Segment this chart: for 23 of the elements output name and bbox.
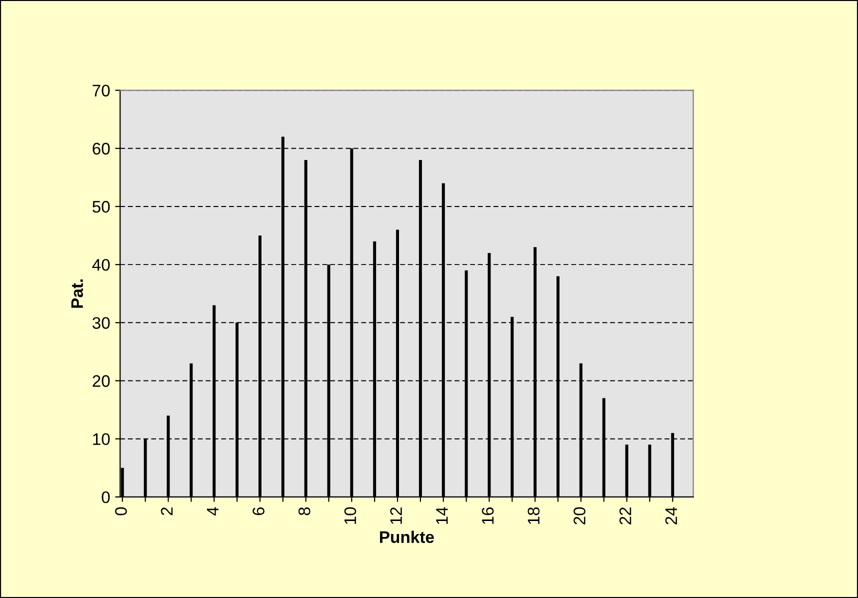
- x-tick-label: 8: [298, 507, 310, 516]
- x-tick-label: 24: [665, 507, 677, 524]
- x-tick-label: 22: [619, 507, 632, 524]
- x-tick-label: 18: [528, 507, 540, 524]
- x-tick-label: 12: [390, 507, 402, 524]
- y-tick-label: 50: [92, 200, 110, 213]
- x-tick-label: 14: [436, 507, 448, 524]
- y-tick-label: 20: [92, 375, 110, 387]
- y-tick-label: 70: [92, 84, 110, 96]
- y-tick-label: 0: [102, 491, 110, 504]
- x-tick-label: 0: [115, 507, 127, 516]
- y-tick-label: 60: [92, 142, 110, 155]
- y-tick-label: 30: [92, 317, 110, 329]
- x-axis-title: Punkte: [380, 530, 434, 543]
- y-tick-label: 10: [93, 433, 110, 446]
- x-tick-label: 10: [344, 507, 356, 524]
- x-tick-label: 16: [482, 507, 494, 524]
- y-tick-label: 40: [92, 258, 110, 271]
- x-tick-label: 20: [574, 507, 586, 524]
- x-tick-label: 2: [160, 507, 173, 516]
- x-tick-label: 6: [252, 507, 264, 516]
- x-tick-label: 4: [206, 507, 218, 516]
- y-axis-title: Pat.: [71, 279, 84, 308]
